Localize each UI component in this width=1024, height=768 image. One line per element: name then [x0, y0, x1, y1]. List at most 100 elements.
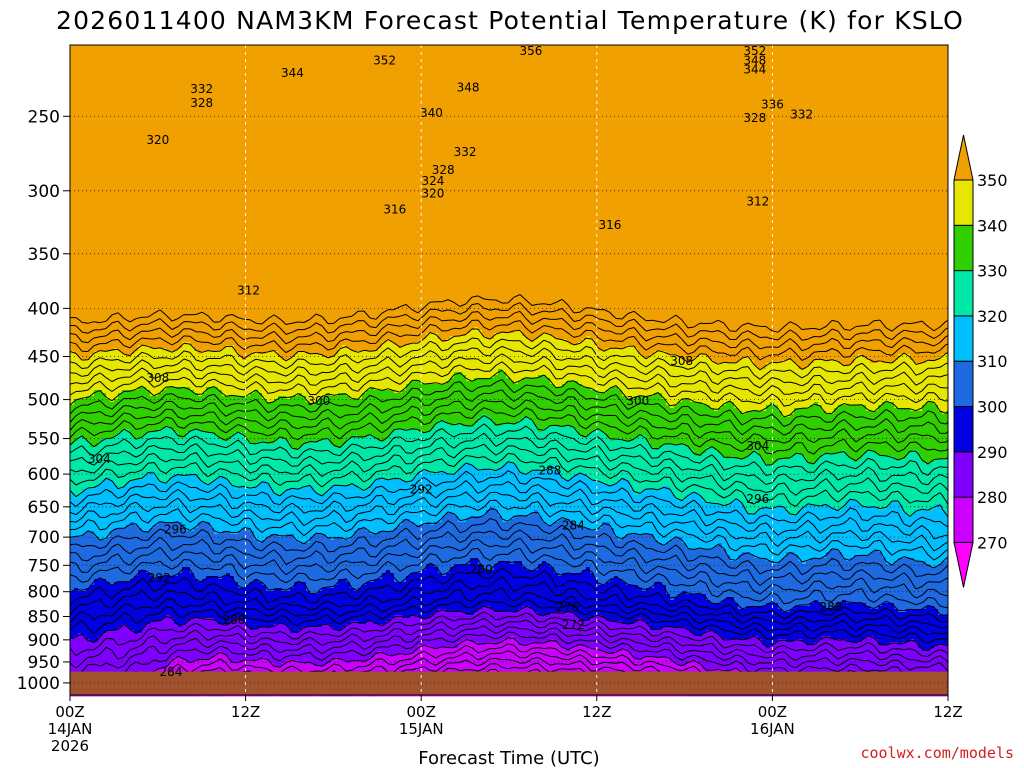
theta-band-cell [706, 450, 719, 454]
theta-band-cell [118, 627, 131, 631]
theta-band-cell [490, 417, 523, 421]
theta-band-cell [70, 201, 949, 205]
theta-band-cell [70, 480, 103, 484]
theta-band-cell [70, 159, 949, 163]
theta-band-cell [90, 444, 99, 448]
theta-band-cell [242, 660, 271, 664]
theta-band-cell [706, 630, 715, 634]
theta-band-cell [518, 465, 551, 469]
theta-band-cell [794, 360, 815, 364]
theta-band-cell [90, 354, 127, 358]
theta-band-cell [326, 663, 679, 667]
theta-band-cell [418, 471, 431, 475]
theta-band-cell [410, 342, 571, 346]
theta-band-cell [914, 558, 947, 562]
theta-band-cell [578, 342, 595, 346]
theta-band-cell [606, 390, 623, 394]
theta-band-cell [198, 525, 211, 529]
theta-band-cell [138, 387, 147, 391]
contour-label: 352 [743, 44, 766, 58]
theta-band-cell [70, 495, 75, 499]
theta-band-cell [70, 390, 95, 394]
theta-band-cell [894, 402, 927, 406]
theta-band-cell [882, 360, 895, 364]
theta-band-cell [346, 345, 383, 349]
theta-band-cell [638, 492, 675, 496]
theta-band-cell [582, 525, 603, 529]
theta-band-cell [74, 492, 83, 496]
colorbar-label: 320 [977, 307, 1008, 326]
theta-band-cell [542, 429, 579, 433]
theta-band-cell [274, 399, 307, 403]
theta-band-cell [662, 582, 949, 586]
theta-band-cell [306, 585, 335, 589]
theta-band-cell [70, 51, 949, 55]
theta-band-cell [918, 450, 949, 454]
theta-band-cell [70, 120, 949, 124]
theta-band-cell [182, 624, 247, 628]
theta-band-cell [630, 483, 949, 487]
theta-band-cell [798, 558, 811, 562]
theta-band-cell [458, 471, 523, 475]
theta-band-cell [266, 399, 275, 403]
theta-band-cell [70, 132, 949, 136]
theta-band-cell [926, 402, 935, 406]
theta-band-cell [842, 555, 855, 559]
contour-label: 320 [421, 187, 444, 201]
theta-band-cell [802, 507, 835, 511]
theta-band-cell [230, 480, 263, 484]
theta-band-cell [222, 531, 231, 535]
theta-contour-314 [69, 491, 949, 552]
theta-band-cell [822, 603, 839, 607]
theta-band-cell [70, 360, 687, 364]
theta-band-cell [254, 579, 259, 583]
theta-contour-288 [69, 611, 949, 657]
theta-band-cell [622, 438, 635, 442]
theta-band-cell [206, 390, 223, 394]
theta-band-cell [70, 252, 949, 256]
theta-band-cell [470, 330, 483, 334]
theta-band-cell [178, 432, 187, 436]
theta-band-cell [70, 339, 387, 343]
theta-band-cell [70, 90, 949, 94]
theta-band-cell [498, 513, 531, 517]
theta-band-cell [882, 552, 949, 556]
theta-band-cell [838, 603, 867, 607]
theta-band-cell [602, 525, 611, 529]
theta-band-cell [418, 648, 567, 652]
theta-band-cell [854, 357, 867, 361]
theta-band-cell [330, 486, 359, 490]
theta-band-cell [530, 606, 739, 610]
theta-band-cell [826, 552, 843, 556]
theta-band-cell [286, 489, 315, 493]
colorbar-band [953, 496, 974, 543]
theta-band-cell [806, 366, 949, 370]
theta-band-cell [250, 393, 263, 397]
theta-band-cell [558, 642, 763, 646]
theta-band-cell [718, 633, 949, 637]
theta-band-cell [546, 522, 555, 526]
theta-band-cell [946, 510, 949, 514]
theta-contour-356 [69, 302, 949, 341]
theta-band-cell [938, 612, 949, 616]
theta-band-cell [338, 393, 347, 397]
theta-band-cell [122, 351, 135, 355]
theta-band-cell [918, 453, 949, 457]
theta-band-cell [482, 606, 491, 610]
theta-band-cell [378, 438, 387, 442]
colorbar-label: 350 [977, 171, 1008, 190]
theta-band-cell [158, 429, 175, 433]
pressure-tick-label: 900 [28, 631, 60, 651]
theta-band-cell [522, 606, 531, 610]
theta-band-cell [70, 105, 949, 109]
theta-band-cell [70, 471, 151, 475]
theta-band-cell [778, 561, 803, 565]
theta-band-cell [438, 570, 451, 574]
theta-band-cell [646, 621, 949, 625]
theta-contour-324 [69, 443, 949, 496]
theta-band-cell [214, 618, 235, 622]
theta-band-cell [786, 507, 803, 511]
theta-band-cell [678, 354, 699, 358]
theta-band-cell [446, 513, 455, 517]
theta-band-cell [454, 564, 483, 568]
